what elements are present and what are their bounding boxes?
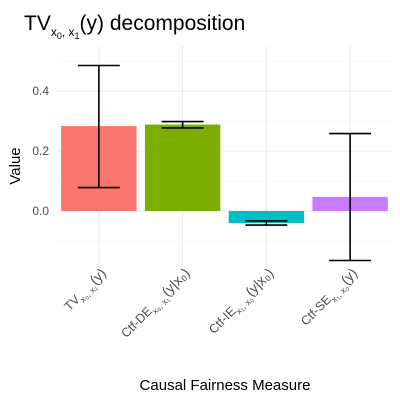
chart-title-sep: , x — [62, 25, 75, 39]
y-tick-label: 0.4 — [32, 84, 49, 98]
y-tick-label: 0.0 — [32, 204, 49, 218]
chart-title-sub: x — [51, 25, 57, 39]
chart-title-main: TV — [24, 12, 51, 35]
chart-title-tail: (y) decomposition — [80, 12, 246, 35]
y-axis-title: Value — [7, 147, 24, 184]
error-bar — [329, 132, 372, 262]
x-axis-title: Causal Fairness Measure — [140, 377, 311, 394]
error-bar — [245, 220, 288, 226]
error-bar — [77, 64, 120, 189]
y-axis-ticks: 0.0 0.2 0.4 — [32, 84, 49, 218]
x-axis-ticks: TVx₀, x₁(y)Ctf-DEx₀, x₁(y|x₀)Ctf-IEx₁, x… — [60, 265, 363, 343]
chart-title-sub0: 0 — [57, 31, 62, 41]
x-tick-label: Ctf-IEx₁, x₀(y|x₀) — [205, 265, 279, 339]
chart-title-sub1: 1 — [75, 31, 80, 41]
error-bars — [77, 64, 372, 262]
x-tick-label: Ctf-DEx₀, x₁(y|x₀) — [117, 265, 195, 343]
chart-title: TVx0, x1(y) decomposition — [24, 12, 245, 41]
bars — [61, 124, 388, 223]
y-tick-label: 0.2 — [32, 144, 49, 158]
error-bar — [161, 120, 204, 129]
x-tick-label: TVx₀, x₁(y) — [60, 265, 111, 316]
bar — [144, 124, 221, 211]
x-tick-label: Ctf-SEx₁, x₀(y) — [297, 265, 363, 331]
bar — [228, 211, 305, 223]
